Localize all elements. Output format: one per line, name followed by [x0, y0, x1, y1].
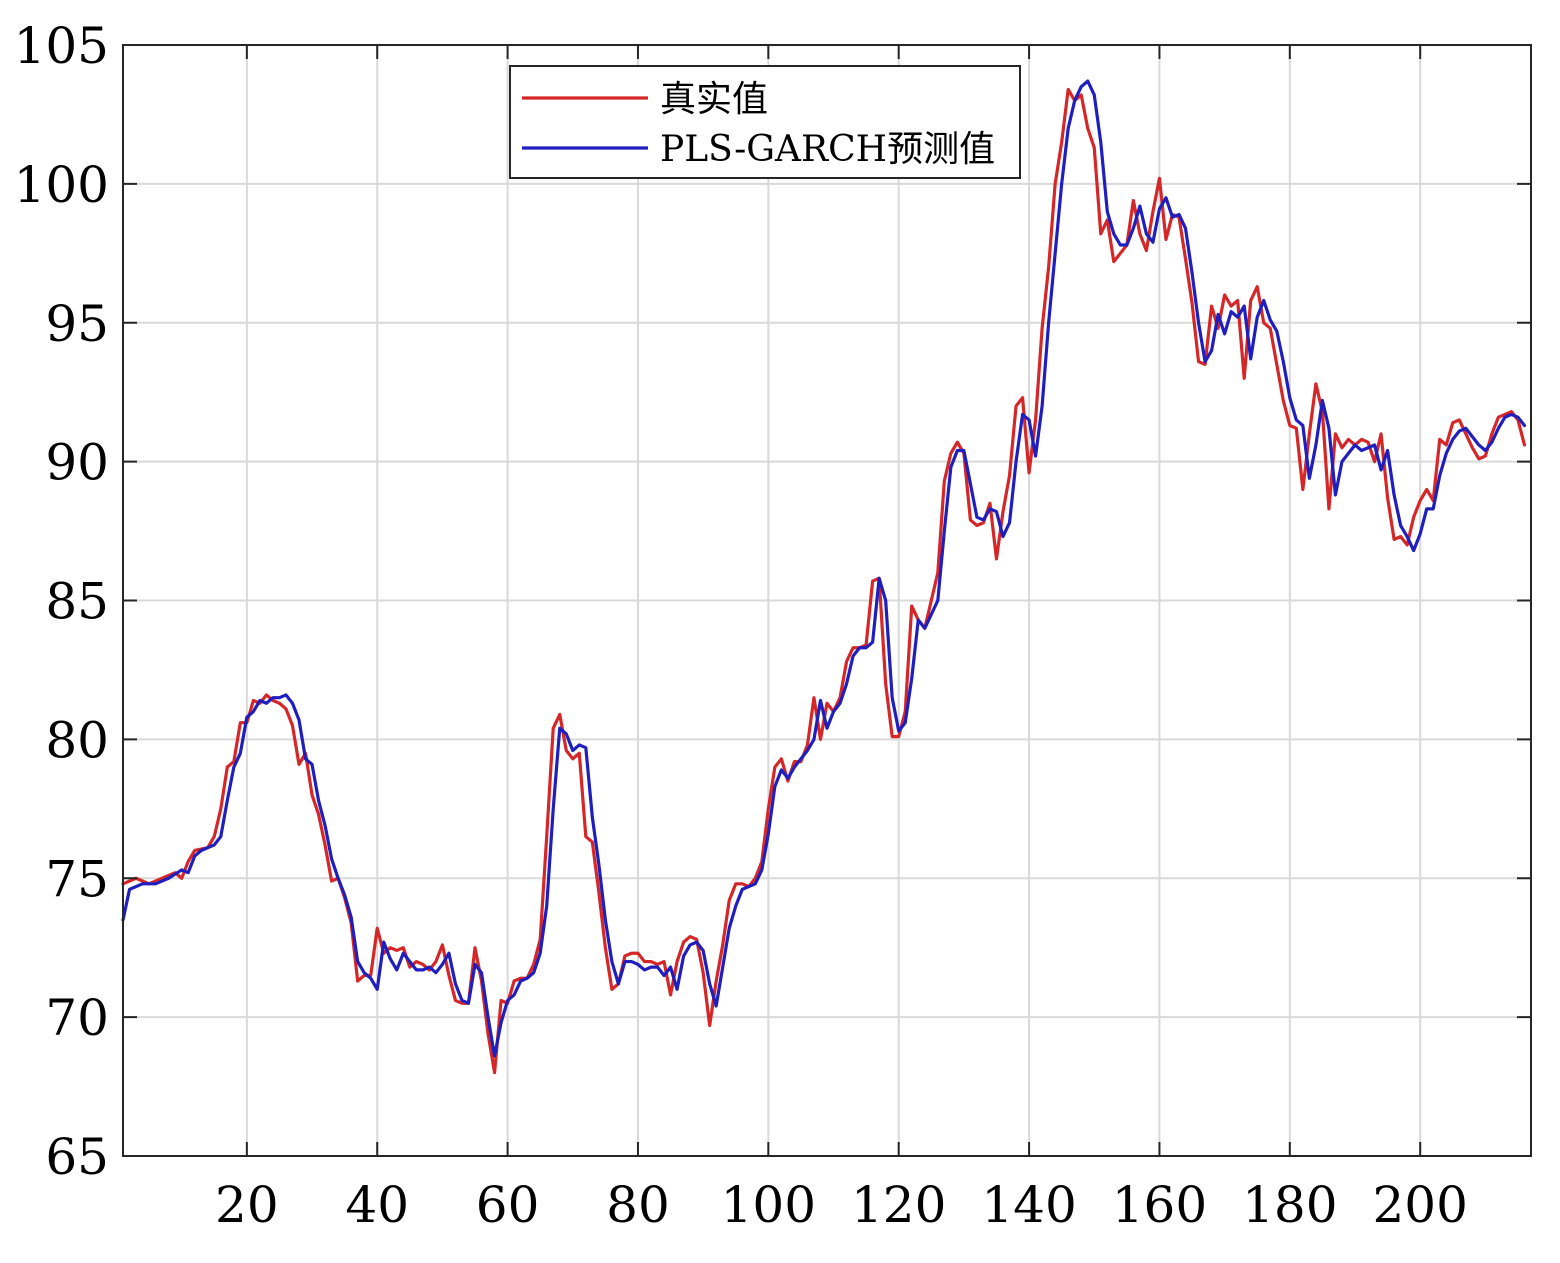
x-tick-label: 40	[345, 1176, 409, 1234]
y-tick-label: 80	[45, 711, 109, 769]
x-tick-label: 180	[1242, 1176, 1337, 1234]
y-tick-label: 70	[45, 989, 109, 1047]
x-tick-label: 60	[476, 1176, 540, 1234]
tick-marks	[123, 44, 1531, 1157]
series-line-pls-garch-prediction	[121, 79, 1527, 1058]
series-lines	[121, 79, 1527, 1075]
y-tick-label: 95	[45, 295, 109, 353]
y-tick-label: 100	[14, 156, 109, 214]
y-tick-label: 85	[45, 573, 109, 631]
series-line-true-value	[121, 87, 1527, 1075]
x-tick-label: 100	[721, 1176, 816, 1234]
legend: 真实值 PLS-GARCH预测值	[509, 65, 1021, 179]
y-tick-label: 90	[45, 434, 109, 492]
x-tick-label: 120	[851, 1176, 946, 1234]
y-tick-label: 75	[45, 850, 109, 908]
x-tick-label: 200	[1372, 1176, 1467, 1234]
y-axis-tick-labels: 65 70 75 80 85 90 95 100 105	[14, 17, 109, 1186]
x-axis-tick-labels: 20 40 60 80 100 120 140 160 180 200	[215, 1176, 1468, 1234]
x-tick-label: 140	[981, 1176, 1076, 1234]
legend-label-pred: PLS-GARCH预测值	[660, 129, 995, 170]
grid	[123, 44, 1531, 1157]
x-tick-label: 160	[1112, 1176, 1207, 1234]
y-tick-label: 65	[45, 1128, 109, 1186]
legend-box	[509, 65, 1021, 179]
x-tick-label: 80	[606, 1176, 670, 1234]
x-tick-label: 20	[215, 1176, 279, 1234]
legend-label-true: 真实值	[660, 79, 768, 120]
y-tick-label: 105	[14, 17, 109, 75]
